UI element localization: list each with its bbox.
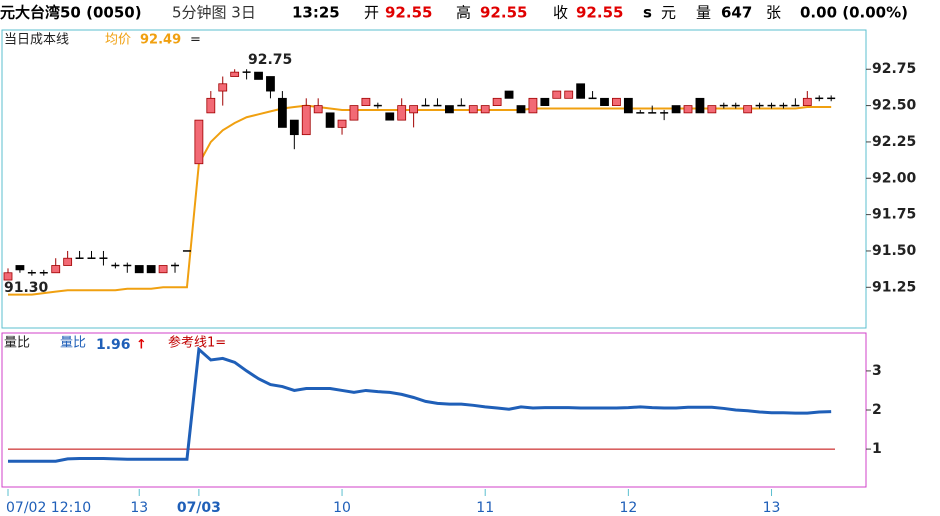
legend-value: 92.49: [140, 33, 181, 48]
ratio-legend-name: 量比: [60, 336, 86, 351]
x-tick-label: 13: [130, 500, 148, 516]
candle-body: [671, 105, 681, 114]
candle-body: [349, 105, 359, 121]
change: 0.00 (0.00%): [800, 4, 908, 22]
candle-body: [337, 119, 347, 128]
candle-body: [206, 97, 216, 114]
close-label: 收: [553, 4, 568, 22]
flag: s: [643, 4, 652, 22]
candle-body: [743, 105, 753, 114]
candle-body: [623, 97, 633, 114]
candle-body: [683, 105, 693, 114]
candle-body: [576, 83, 586, 99]
candle-body: [146, 265, 156, 274]
y-tick-label: 92.25: [872, 134, 916, 150]
candle-body: [63, 257, 73, 266]
candle-body: [468, 105, 478, 114]
y-tick-label: 2: [872, 402, 882, 418]
y-tick-label: 1: [872, 441, 882, 457]
legend-name: 均价: [105, 33, 131, 48]
series-line: [8, 104, 832, 296]
candle-body: [266, 76, 275, 92]
candle-body: [289, 119, 299, 136]
x-tick-label: 12: [619, 500, 637, 516]
x-tick-label: 07/02 12:10: [6, 500, 91, 516]
candle-body: [325, 112, 335, 128]
period: 5分钟图 3日: [172, 4, 256, 22]
high-label: 高: [456, 4, 471, 22]
y-tick-label: 3: [872, 363, 882, 379]
volume-unit: 张: [766, 4, 781, 22]
candle-body: [802, 97, 812, 106]
candle-body: [480, 105, 490, 114]
volume-label: 量: [696, 4, 711, 22]
candle-body: [51, 265, 61, 274]
candle-body: [134, 265, 144, 274]
max-label: 92.75: [248, 52, 292, 68]
candle-body: [612, 97, 621, 106]
ratio-legend-value: 1.96: [96, 337, 131, 353]
candle-body: [516, 105, 526, 114]
volume-value: 647: [721, 4, 752, 22]
candle-body: [504, 90, 514, 99]
candle-body: [385, 112, 395, 121]
candle-body: [277, 97, 287, 128]
candle-body: [409, 105, 419, 114]
y-tick-label: 92.75: [872, 61, 916, 77]
min-label: 91.30: [4, 280, 49, 296]
candle-body: [397, 105, 407, 121]
x-tick-label: 11: [476, 500, 494, 516]
ratio-title: 量比: [4, 336, 30, 351]
y-tick-label: 91.50: [872, 243, 917, 259]
series-line: [8, 346, 832, 463]
candle-body: [313, 105, 323, 114]
candle-body: [445, 105, 454, 114]
candle-body: [707, 105, 717, 114]
x-tick-label: 13: [763, 500, 781, 516]
candle-body: [3, 272, 13, 281]
close-value: 92.55: [576, 4, 623, 22]
reference-label: 参考线1=: [168, 335, 226, 351]
candle-body: [540, 97, 550, 106]
open-label: 开: [364, 4, 379, 22]
candle-body: [564, 90, 574, 99]
x-tick-label: 07/03: [177, 500, 221, 516]
time: 13:25: [292, 4, 340, 22]
y-tick-label: 91.25: [872, 279, 916, 295]
y-tick-label: 91.75: [872, 207, 916, 223]
ratio-arrow: ↑: [136, 338, 147, 353]
y-tick-label: 92.50: [872, 98, 917, 114]
candle-body: [15, 265, 25, 271]
candle-body: [492, 97, 502, 106]
legend-title: 当日成本线: [4, 33, 69, 48]
candle-body: [218, 83, 228, 92]
candle-body: [695, 97, 705, 114]
candle-body: [230, 71, 240, 77]
candle-body: [254, 71, 263, 80]
price-pane: [1, 29, 867, 329]
candle-body: [194, 119, 204, 165]
unit: 元: [661, 4, 676, 22]
stock-name: 元大台湾50 (0050): [0, 4, 142, 22]
candle-body: [361, 97, 371, 106]
candle-body: [600, 97, 609, 106]
legend-suffix: =: [190, 33, 201, 48]
x-tick-label: 10: [333, 500, 351, 516]
candle-body: [528, 97, 538, 114]
candle-body: [301, 105, 311, 136]
y-tick-label: 92.00: [872, 170, 917, 186]
open-value: 92.55: [385, 4, 432, 22]
candle-body: [158, 265, 168, 274]
candle-body: [552, 90, 562, 99]
high-value: 92.55: [480, 4, 527, 22]
